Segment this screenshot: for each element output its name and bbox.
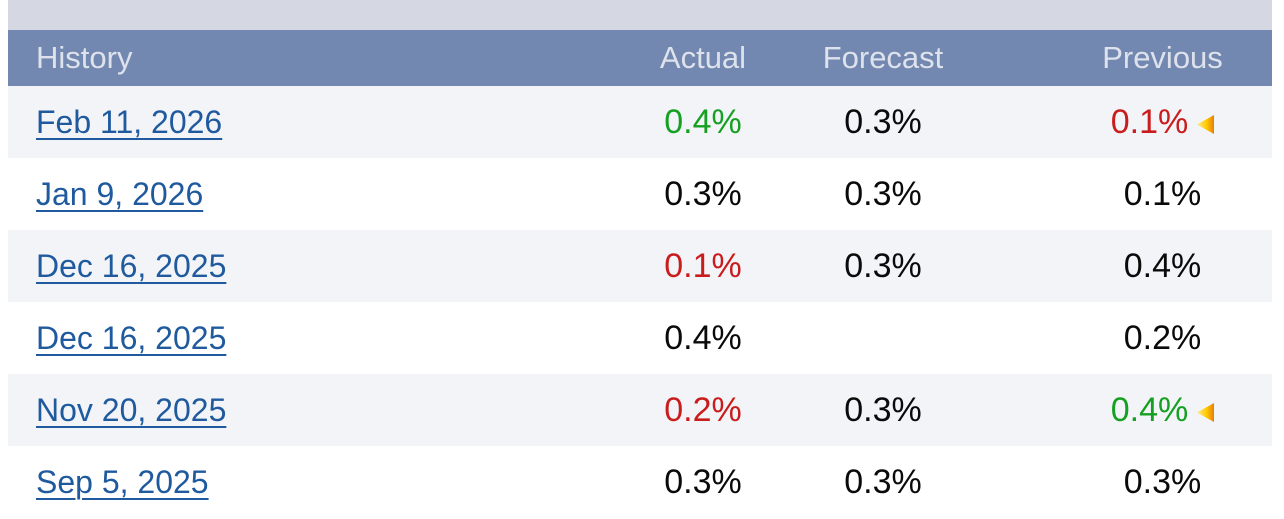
forecast-value: 0.3% — [844, 462, 922, 501]
revision-arrow-icon — [1197, 402, 1215, 422]
table-row: Dec 16, 2025 0.4% 0.2% — [8, 302, 1272, 374]
column-header-forecast: Forecast — [822, 40, 944, 75]
previous-cell: 0.1% — [968, 175, 1272, 214]
history-table: History Actual Forecast Previous Feb 11,… — [8, 30, 1272, 518]
previous-value: 0.1% — [1110, 102, 1189, 141]
actual-value: 0.4% — [664, 102, 742, 141]
column-header-actual: Actual — [659, 40, 747, 75]
forecast-value: 0.3% — [844, 390, 922, 429]
table-row: Sep 5, 2025 0.3% 0.3% 0.3% — [8, 446, 1272, 518]
table-row: Dec 16, 2025 0.1% 0.3% 0.4% — [8, 230, 1272, 302]
column-header-history: History — [36, 40, 133, 75]
actual-value: 0.4% — [664, 318, 742, 357]
history-date-link[interactable]: Dec 16, 2025 — [36, 247, 227, 284]
history-table-body: Feb 11, 2026 0.4% 0.3% 0.1% Jan 9, 2026 0.3% 0… — [8, 86, 1272, 518]
column-header-previous: Previous — [1102, 40, 1223, 75]
previous-value: 0.4% — [1110, 390, 1189, 429]
table-row: Jan 9, 2026 0.3% 0.3% 0.1% — [8, 158, 1272, 230]
previous-cell: 0.4% — [968, 247, 1272, 286]
forecast-value: 0.3% — [844, 246, 922, 285]
actual-value: 0.2% — [664, 390, 742, 429]
forecast-value: 0.3% — [844, 174, 922, 213]
history-date-link[interactable]: Nov 20, 2025 — [36, 391, 227, 428]
date-cell: Nov 20, 2025 — [8, 392, 608, 429]
previous-cell: 0.3% — [968, 463, 1272, 502]
date-cell: Jan 9, 2026 — [8, 176, 608, 213]
previous-value: 0.4% — [1123, 246, 1202, 285]
history-table-header: History Actual Forecast Previous — [8, 30, 1272, 86]
table-row: Nov 20, 2025 0.2% 0.3% 0.4% — [8, 374, 1272, 446]
date-cell: Feb 11, 2026 — [8, 104, 608, 141]
previous-value: 0.3% — [1123, 462, 1202, 501]
actual-value: 0.3% — [664, 174, 742, 213]
history-date-link[interactable]: Feb 11, 2026 — [36, 103, 223, 140]
forecast-value: 0.3% — [844, 102, 922, 141]
history-date-link[interactable]: Sep 5, 2025 — [36, 463, 209, 500]
revision-arrow-icon — [1197, 114, 1215, 134]
previous-cell: 0.4% — [968, 391, 1272, 430]
previous-value: 0.2% — [1123, 318, 1202, 357]
history-panel: History Actual Forecast Previous Feb 11,… — [8, 0, 1272, 518]
history-date-link[interactable]: Dec 16, 2025 — [36, 319, 227, 356]
actual-value: 0.3% — [664, 462, 742, 501]
date-cell: Dec 16, 2025 — [8, 248, 608, 285]
date-cell: Dec 16, 2025 — [8, 320, 608, 357]
previous-value: 0.1% — [1123, 174, 1202, 213]
top-strip — [8, 0, 1272, 30]
table-row: Feb 11, 2026 0.4% 0.3% 0.1% — [8, 86, 1272, 158]
previous-cell: 0.2% — [968, 319, 1272, 358]
date-cell: Sep 5, 2025 — [8, 464, 608, 501]
history-date-link[interactable]: Jan 9, 2026 — [36, 175, 204, 212]
previous-cell: 0.1% — [968, 103, 1272, 142]
actual-value: 0.1% — [664, 246, 742, 285]
